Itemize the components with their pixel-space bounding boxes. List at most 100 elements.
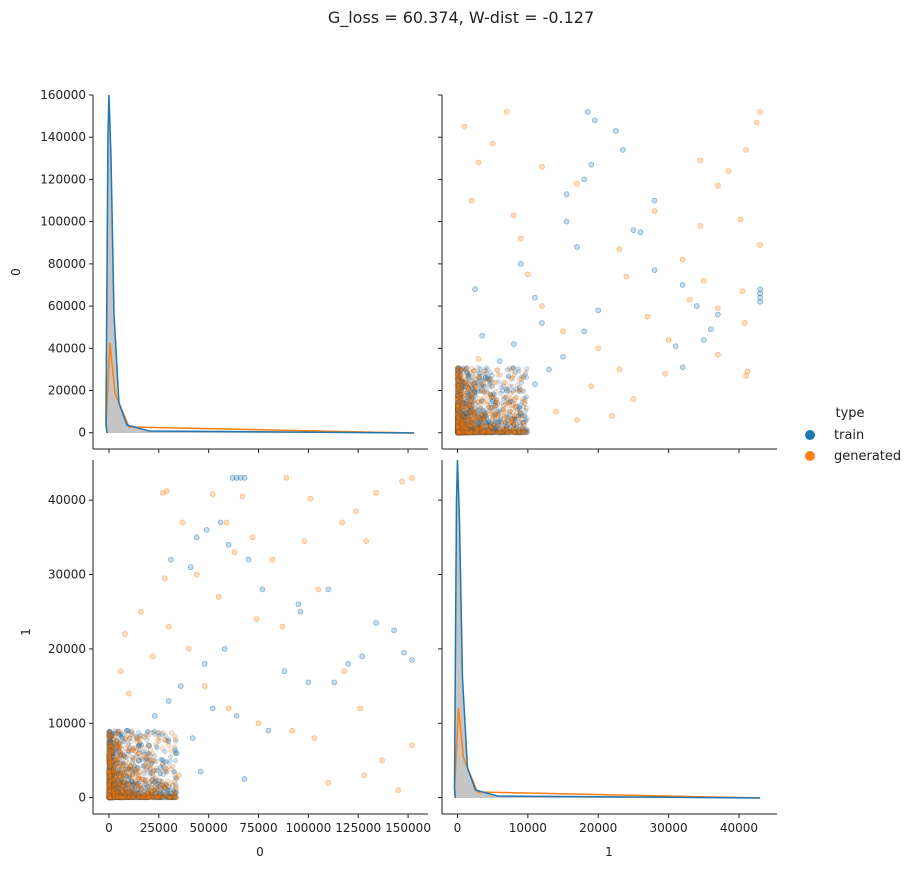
train-point <box>523 418 529 424</box>
train-point <box>498 390 504 396</box>
train-point <box>478 378 484 384</box>
train-point <box>455 424 461 430</box>
train-point <box>475 426 481 432</box>
train-point <box>511 416 517 422</box>
generated-point <box>517 430 523 436</box>
generated-point <box>137 768 143 774</box>
train-point <box>474 388 480 394</box>
generated-point <box>373 489 379 496</box>
train-point <box>456 429 462 435</box>
generated-point <box>455 364 461 371</box>
train-point <box>297 608 304 615</box>
generated-point <box>456 417 462 423</box>
train-point <box>456 376 463 382</box>
train-point <box>454 420 461 426</box>
generated-point <box>148 762 154 768</box>
generated-point <box>523 370 529 376</box>
generated-point <box>134 735 140 741</box>
train-point <box>546 366 552 373</box>
train-point <box>458 409 464 415</box>
generated-point <box>455 377 461 383</box>
train-point <box>459 416 465 422</box>
train-point <box>454 426 461 432</box>
generated-point <box>162 781 168 787</box>
train-point <box>466 424 472 430</box>
train-point <box>466 430 472 436</box>
train-point <box>193 534 200 541</box>
train-point <box>458 379 465 385</box>
train-point <box>456 430 462 436</box>
generated-point <box>476 375 483 381</box>
train-point <box>467 409 473 415</box>
train-point <box>462 428 468 434</box>
train-point <box>482 427 488 433</box>
train-point <box>515 430 521 436</box>
generated-point <box>147 794 153 800</box>
train-point <box>455 420 461 426</box>
train-point <box>467 429 473 435</box>
generated-point <box>741 320 748 326</box>
generated-point <box>508 376 514 382</box>
train-point <box>456 424 462 430</box>
generated-point <box>701 277 707 284</box>
generated-point <box>715 182 721 189</box>
train-point <box>469 386 475 392</box>
train-point <box>486 422 492 428</box>
train-point <box>457 430 463 436</box>
train-point <box>464 429 470 435</box>
train-point <box>478 366 484 372</box>
train-point <box>345 660 352 667</box>
train-point <box>488 430 494 436</box>
train-point <box>462 384 468 390</box>
train-point <box>492 430 498 436</box>
train-point <box>507 428 513 434</box>
train-point <box>458 391 464 397</box>
train-point <box>500 406 506 413</box>
train-point <box>483 430 489 436</box>
generated-point <box>164 769 170 775</box>
generated-point <box>522 399 528 405</box>
train-point <box>454 429 461 436</box>
train-point <box>456 404 462 410</box>
train-point <box>454 418 461 424</box>
generated-point <box>127 744 133 750</box>
train-point <box>458 429 464 435</box>
train-point <box>513 430 519 436</box>
train-point <box>520 388 527 394</box>
train-point <box>510 428 517 434</box>
kde-fill <box>105 95 415 433</box>
train-point <box>472 286 478 293</box>
train-point <box>500 429 506 435</box>
y-axis-label-bottom: 1 <box>19 628 33 636</box>
train-point <box>512 426 518 432</box>
train-point <box>479 430 486 436</box>
train-point <box>494 429 500 435</box>
train-point <box>458 428 464 435</box>
train-point <box>468 430 475 436</box>
train-point <box>455 380 461 386</box>
train-point <box>498 400 505 406</box>
train-point <box>460 415 466 421</box>
train-point <box>491 426 497 432</box>
generated-point <box>512 421 518 427</box>
train-point <box>473 411 479 417</box>
train-point <box>651 267 658 274</box>
train-point <box>464 419 470 425</box>
train-point <box>456 427 462 433</box>
generated-point <box>511 412 517 418</box>
generated-point <box>175 772 182 779</box>
train-point <box>463 378 469 384</box>
train-point <box>455 409 461 415</box>
train-point <box>479 382 486 388</box>
train-point <box>485 430 491 436</box>
generated-point <box>110 777 116 783</box>
x0-tick-label: 50000 <box>190 821 228 835</box>
generated-point <box>112 733 118 739</box>
generated-point <box>379 757 385 764</box>
train-point <box>463 428 469 434</box>
x1-tick-label: 0 <box>454 821 462 835</box>
y1-tick-label: 0 <box>78 791 86 805</box>
generated-point <box>255 720 262 727</box>
generated-point <box>161 575 168 582</box>
train-point <box>500 395 506 402</box>
